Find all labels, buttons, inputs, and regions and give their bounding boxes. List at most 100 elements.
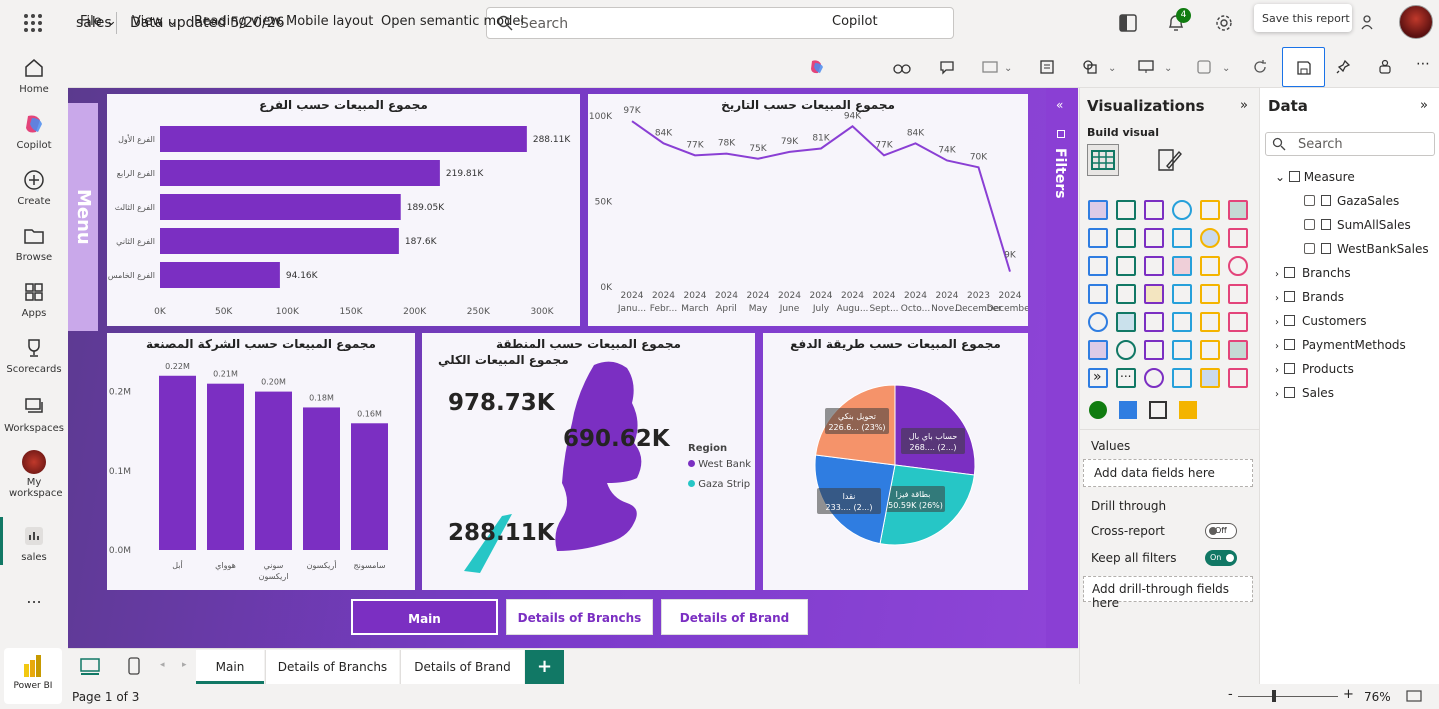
data-search-input[interactable]: Search <box>1265 132 1435 156</box>
visual-type-icon[interactable] <box>1144 340 1164 360</box>
branchs-page-button[interactable]: Details of Branchs <box>506 599 653 635</box>
more-icon[interactable]: ... <box>1120 366 1132 380</box>
globe-icon[interactable] <box>1089 401 1107 419</box>
table-node[interactable]: › Brands <box>1275 290 1344 304</box>
visual-type-icon[interactable] <box>1088 340 1108 360</box>
zoom-slider-thumb[interactable] <box>1272 690 1276 702</box>
nav-scorecards[interactable]: Scorecards <box>0 336 68 375</box>
table-node[interactable]: › Customers <box>1275 314 1367 328</box>
visual-type-icon[interactable] <box>1200 340 1220 360</box>
tab-details-brand[interactable]: Details of Brand <box>400 650 524 684</box>
measure-item[interactable]: SumAllSales <box>1304 218 1411 232</box>
copilot-button[interactable]: Copilot <box>832 14 878 29</box>
visual-type-icon[interactable] <box>1088 256 1108 276</box>
format-visual-icon[interactable] <box>1155 146 1183 174</box>
mobile-layout-button[interactable]: Mobile layout <box>286 14 374 29</box>
nav-browse[interactable]: Browse <box>0 224 68 263</box>
branch-sales-card[interactable]: مجموع المبيعات حسب الفرع 0K 50K 100K 150K 20… <box>107 94 580 326</box>
scroll-right-icon[interactable]: ▸ <box>182 660 187 670</box>
visual-type-icon[interactable] <box>1200 368 1220 388</box>
file-menu[interactable]: File ⌄ <box>80 14 117 29</box>
open-semantic-model-button[interactable]: Open semantic model <box>381 14 524 29</box>
table-node[interactable]: › Products <box>1275 362 1354 376</box>
add-page-button[interactable]: + <box>525 650 564 684</box>
expand-icon[interactable]: » <box>1420 98 1428 113</box>
visual-type-icon[interactable] <box>1172 228 1192 248</box>
measure-item[interactable]: GazaSales <box>1304 194 1399 208</box>
date-sales-card[interactable]: مجموع المبيعات حسب التاريخ 0K 50K 100K 97K 2… <box>588 94 1028 326</box>
visual-type-icon[interactable] <box>1144 368 1164 388</box>
avatar[interactable] <box>1399 5 1433 39</box>
measure-item[interactable]: WestBankSales <box>1304 242 1429 256</box>
report-name[interactable]: sales <box>76 15 112 31</box>
visual-type-icon[interactable] <box>1228 256 1248 276</box>
visual-type-icon[interactable] <box>1144 200 1164 220</box>
scroll-left-icon[interactable]: ◂ <box>160 660 165 670</box>
comment-icon[interactable] <box>939 59 955 75</box>
visual-type-icon[interactable] <box>1172 200 1192 220</box>
pin-icon[interactable] <box>1335 59 1351 75</box>
measure-node[interactable]: ⌄ Measure <box>1275 170 1355 184</box>
visual-type-icon[interactable] <box>1172 368 1192 388</box>
visual-type-icon[interactable] <box>1200 256 1220 276</box>
visual-type-icon[interactable] <box>1172 340 1192 360</box>
more-icon[interactable]: ... <box>26 588 42 607</box>
visual-type-icon[interactable] <box>1228 368 1248 388</box>
table-node[interactable]: › Branchs <box>1275 266 1351 280</box>
teams-icon[interactable] <box>1377 59 1393 75</box>
visual-type-icon[interactable] <box>1228 312 1248 332</box>
cross-report-toggle[interactable]: Off <box>1205 523 1237 539</box>
payment-sales-card[interactable]: مجموع المبيعات حسب طريقة الدفع حساب باي … <box>763 333 1028 590</box>
reading-view-button[interactable]: Reading view <box>194 14 281 29</box>
shapes-icon[interactable]: ⌄ <box>1082 59 1118 75</box>
save-button[interactable] <box>1282 47 1325 87</box>
pane-toggle-icon[interactable] <box>1119 14 1137 32</box>
visual-type-icon[interactable] <box>1144 256 1164 276</box>
visual-type-icon[interactable] <box>1172 256 1192 276</box>
menu-panel[interactable]: Menu <box>68 103 98 331</box>
main-page-button[interactable]: Main <box>351 599 498 635</box>
visual-type-icon[interactable] <box>1200 312 1220 332</box>
chevron-down-icon[interactable]: ⌄ <box>276 15 286 28</box>
visual-type-icon[interactable] <box>1144 228 1164 248</box>
search-input[interactable]: Search <box>486 7 954 39</box>
share-people-icon[interactable] <box>1360 13 1378 31</box>
visual-type-icon[interactable] <box>1088 368 1108 388</box>
app-launcher-icon[interactable] <box>22 12 44 34</box>
visual-type-icon[interactable] <box>1088 284 1108 304</box>
more-options-icon[interactable]: ⋯ <box>1416 56 1430 72</box>
map-icon[interactable] <box>1119 401 1137 419</box>
tab-details-branchs[interactable]: Details of Branchs <box>265 650 399 684</box>
visual-type-icon[interactable] <box>1172 312 1192 332</box>
visual-type-icon[interactable] <box>1228 284 1248 304</box>
table-node[interactable]: › PaymentMethods <box>1275 338 1406 352</box>
visual-type-icon[interactable] <box>1144 284 1164 304</box>
visual-type-icon[interactable] <box>1116 368 1136 388</box>
refresh-icon[interactable] <box>1252 59 1268 75</box>
trophy-icon[interactable] <box>1149 401 1167 419</box>
nav-my-workspace[interactable]: My workspace <box>0 450 68 499</box>
collapse-icon[interactable]: « <box>1056 98 1064 112</box>
nav-sales[interactable]: sales <box>0 524 68 563</box>
mobile-view-icon[interactable] <box>127 656 141 676</box>
visual-type-icon[interactable] <box>1116 312 1136 332</box>
region-map-card[interactable]: مجموع المبيعات حسب المنطقة مجموع المبيعا… <box>422 333 755 590</box>
nav-create[interactable]: Create <box>0 168 68 207</box>
tab-main[interactable]: Main <box>196 650 264 684</box>
visual-type-icon[interactable] <box>1116 284 1136 304</box>
notes-icon[interactable] <box>1039 59 1055 75</box>
nav-apps[interactable]: Apps <box>0 280 68 319</box>
table-node[interactable]: › Sales <box>1275 386 1334 400</box>
visual-type-icon[interactable] <box>1228 200 1248 220</box>
visual-type-icon[interactable] <box>1116 200 1136 220</box>
visual-type-icon[interactable] <box>1116 256 1136 276</box>
build-visual-tab[interactable] <box>1087 144 1119 176</box>
power-automate-icon[interactable] <box>1179 401 1197 419</box>
drill-drop-zone[interactable]: Add drill-through fields here <box>1083 576 1253 610</box>
visual-type-icon[interactable] <box>1200 284 1220 304</box>
visual-type-icon[interactable] <box>1144 312 1164 332</box>
nav-copilot[interactable]: Copilot <box>0 112 68 151</box>
fit-page-icon[interactable] <box>1406 690 1422 702</box>
present-icon[interactable]: ⌄ <box>1138 59 1174 75</box>
nav-home[interactable]: Home <box>0 56 68 95</box>
